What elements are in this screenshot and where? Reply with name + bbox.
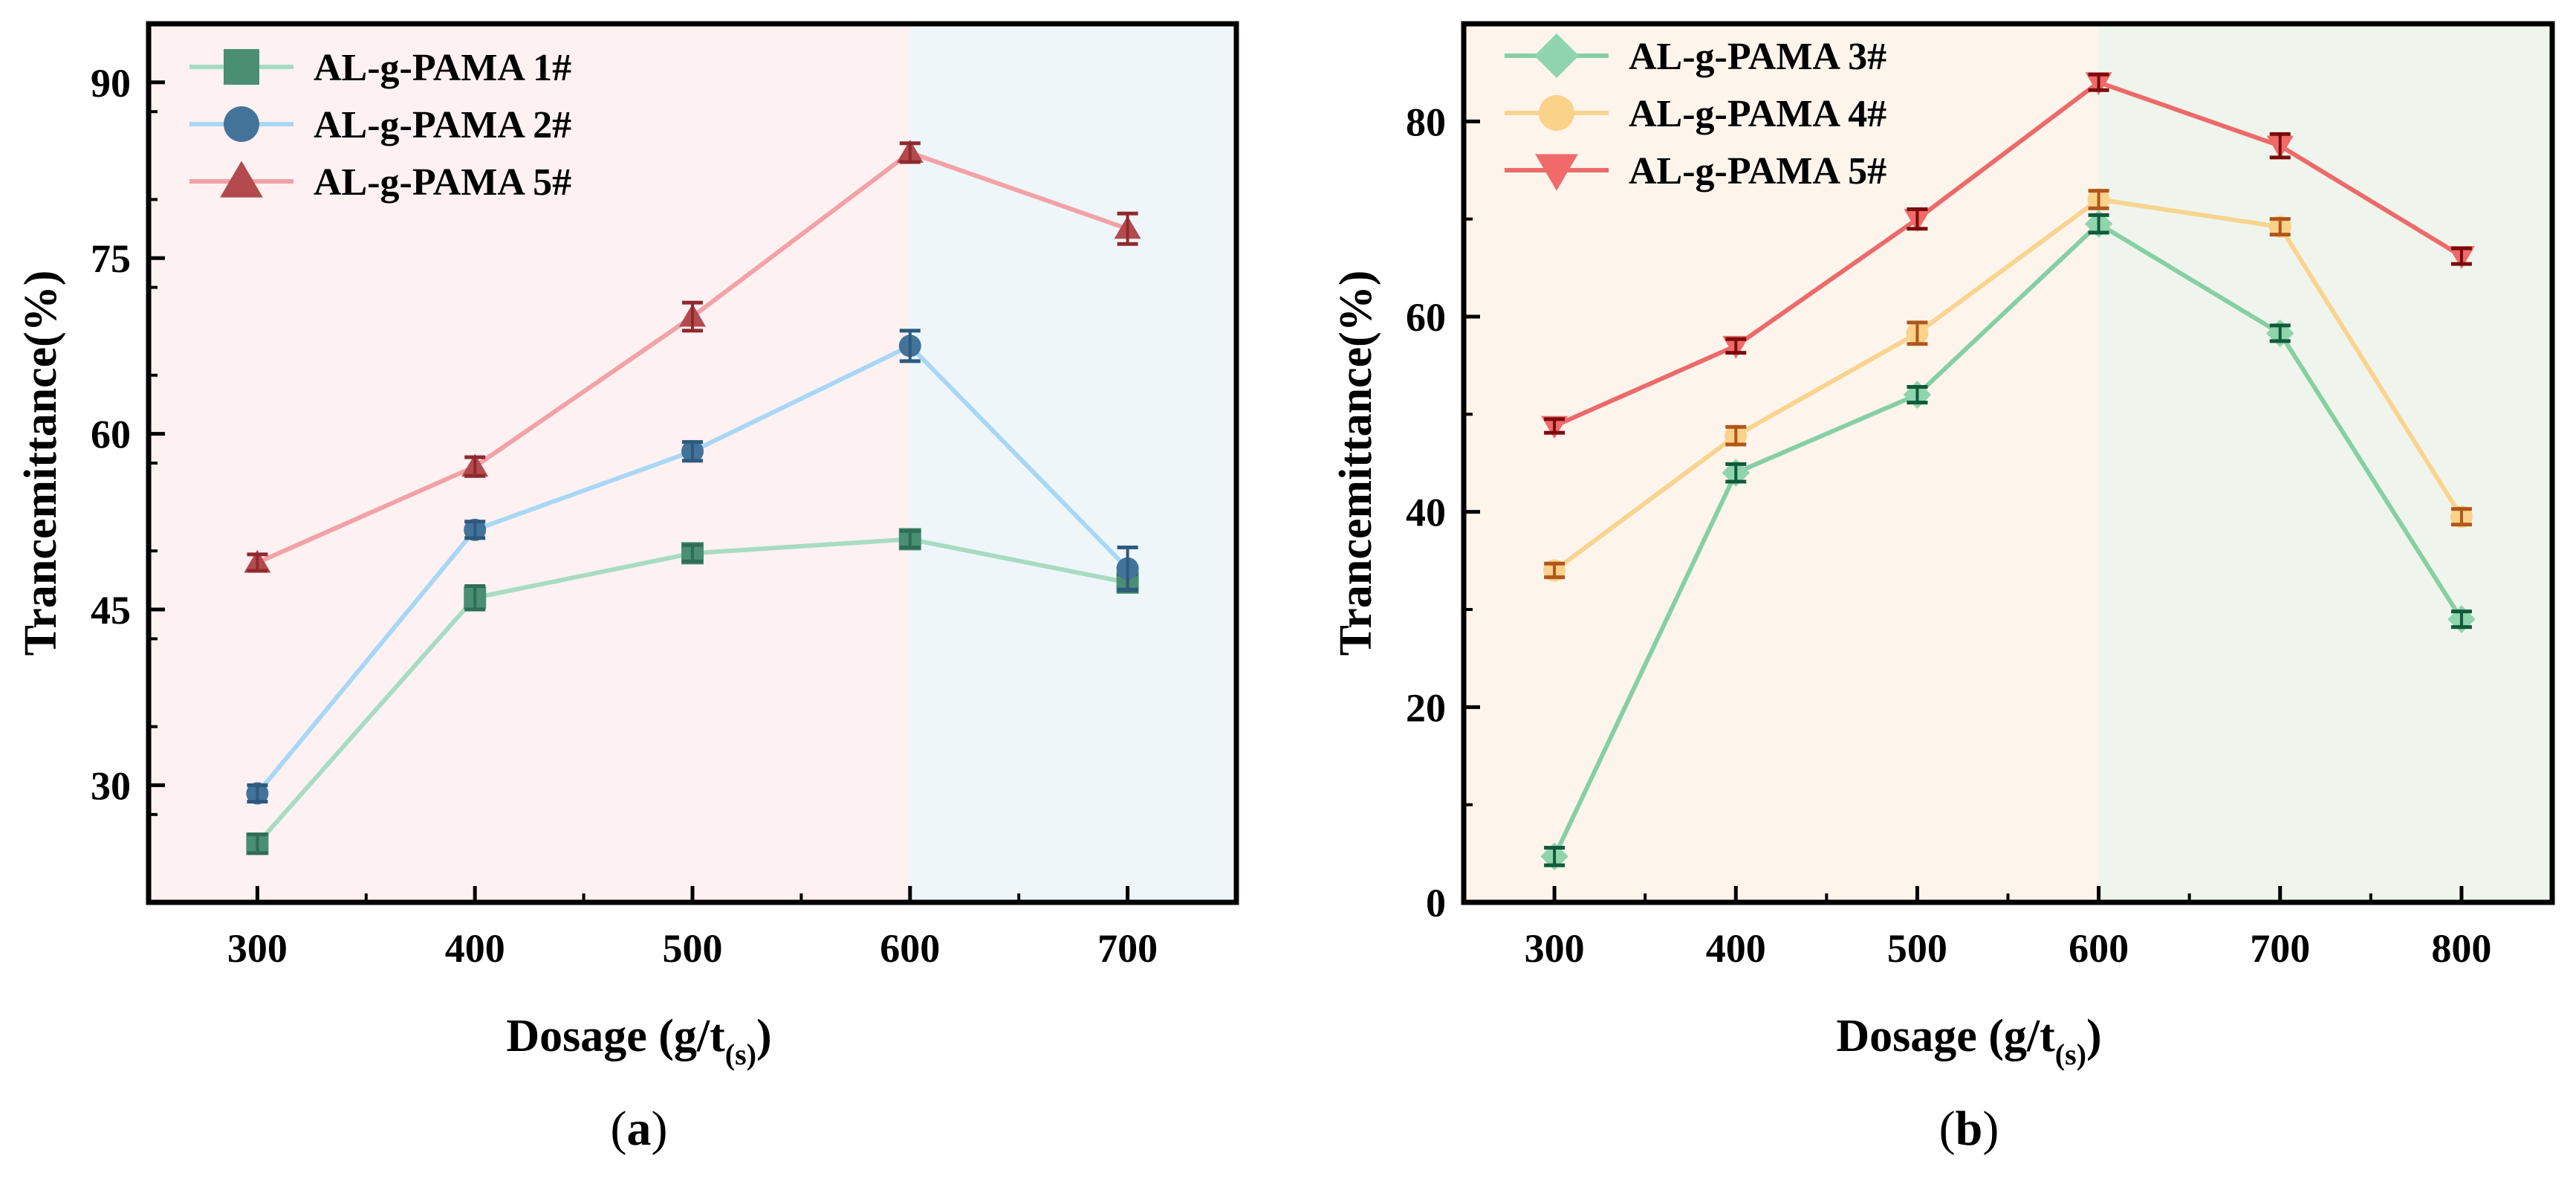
- chart-b: 0 20 40 60 80 300 400 500 600 700 800 AL-g-PAMA 3# A…: [1331, 21, 2555, 1156]
- legend-marker: [220, 161, 263, 198]
- panel-label: (a): [611, 1102, 668, 1156]
- x-tick-label: 600: [880, 926, 940, 971]
- legend-marker: [1539, 95, 1574, 131]
- legend-label: AL-g-PAMA 1#: [314, 47, 571, 89]
- x-tick-label: 500: [663, 926, 723, 971]
- x-tick-label: 600: [2069, 926, 2129, 971]
- background-region: [2098, 24, 2552, 902]
- x-tick-label: 700: [2250, 926, 2310, 971]
- legend-label: AL-g-PAMA 2#: [314, 104, 571, 146]
- y-tick-label: 60: [91, 413, 131, 457]
- y-tick-label: 20: [1406, 685, 1446, 730]
- y-tick-label: 60: [1406, 295, 1446, 340]
- plot-frame: [1461, 21, 2555, 905]
- y-tick-label: 45: [91, 588, 131, 633]
- y-tick-label: 90: [91, 61, 131, 106]
- y-tick-label: 0: [1426, 881, 1446, 925]
- legend-marker: [1534, 33, 1579, 78]
- y-tick-label: 30: [91, 763, 131, 808]
- legend-marker: [224, 106, 259, 142]
- x-tick-label: 400: [445, 926, 505, 971]
- series-line: [1552, 221, 2464, 858]
- x-tick-label: 500: [1887, 926, 1947, 971]
- legend-label: AL-g-PAMA 3#: [1629, 36, 1886, 78]
- x-tick-label: 400: [1706, 926, 1766, 971]
- y-axis-title: Trancemittance(%): [1331, 271, 1381, 656]
- x-tick-label: 300: [227, 926, 288, 971]
- legend-marker: [1535, 154, 1578, 191]
- series-line: [1553, 80, 2463, 428]
- y-axis-title: Trancemittance(%): [16, 271, 66, 656]
- y-tick-label: 75: [91, 236, 131, 281]
- legend-label: AL-g-PAMA 5#: [314, 161, 571, 204]
- x-axis-title: Dosage (g/t(s)): [1836, 1011, 2101, 1071]
- panel-label: (b): [1939, 1102, 1999, 1156]
- chart-a: 30 45 60 75 90 300 400 500 600 700 AL-g-PAMA 1# AL-…: [16, 21, 1239, 1156]
- legend-label: AL-g-PAMA 5#: [1629, 150, 1886, 193]
- plot-frame: [146, 21, 1239, 905]
- x-tick-label: 700: [1097, 926, 1158, 971]
- x-tick-label: 800: [2431, 926, 2491, 971]
- x-axis-title: Dosage (g/t(s)): [506, 1011, 771, 1071]
- legend-marker: [224, 49, 259, 85]
- series-line: [1553, 197, 2464, 572]
- x-tick-label: 300: [1525, 926, 1585, 971]
- background-region: [909, 24, 1236, 902]
- background-region: [149, 24, 910, 902]
- y-tick-label: 40: [1406, 491, 1446, 535]
- y-tick-label: 80: [1406, 100, 1446, 144]
- legend-label: AL-g-PAMA 4#: [1629, 93, 1886, 135]
